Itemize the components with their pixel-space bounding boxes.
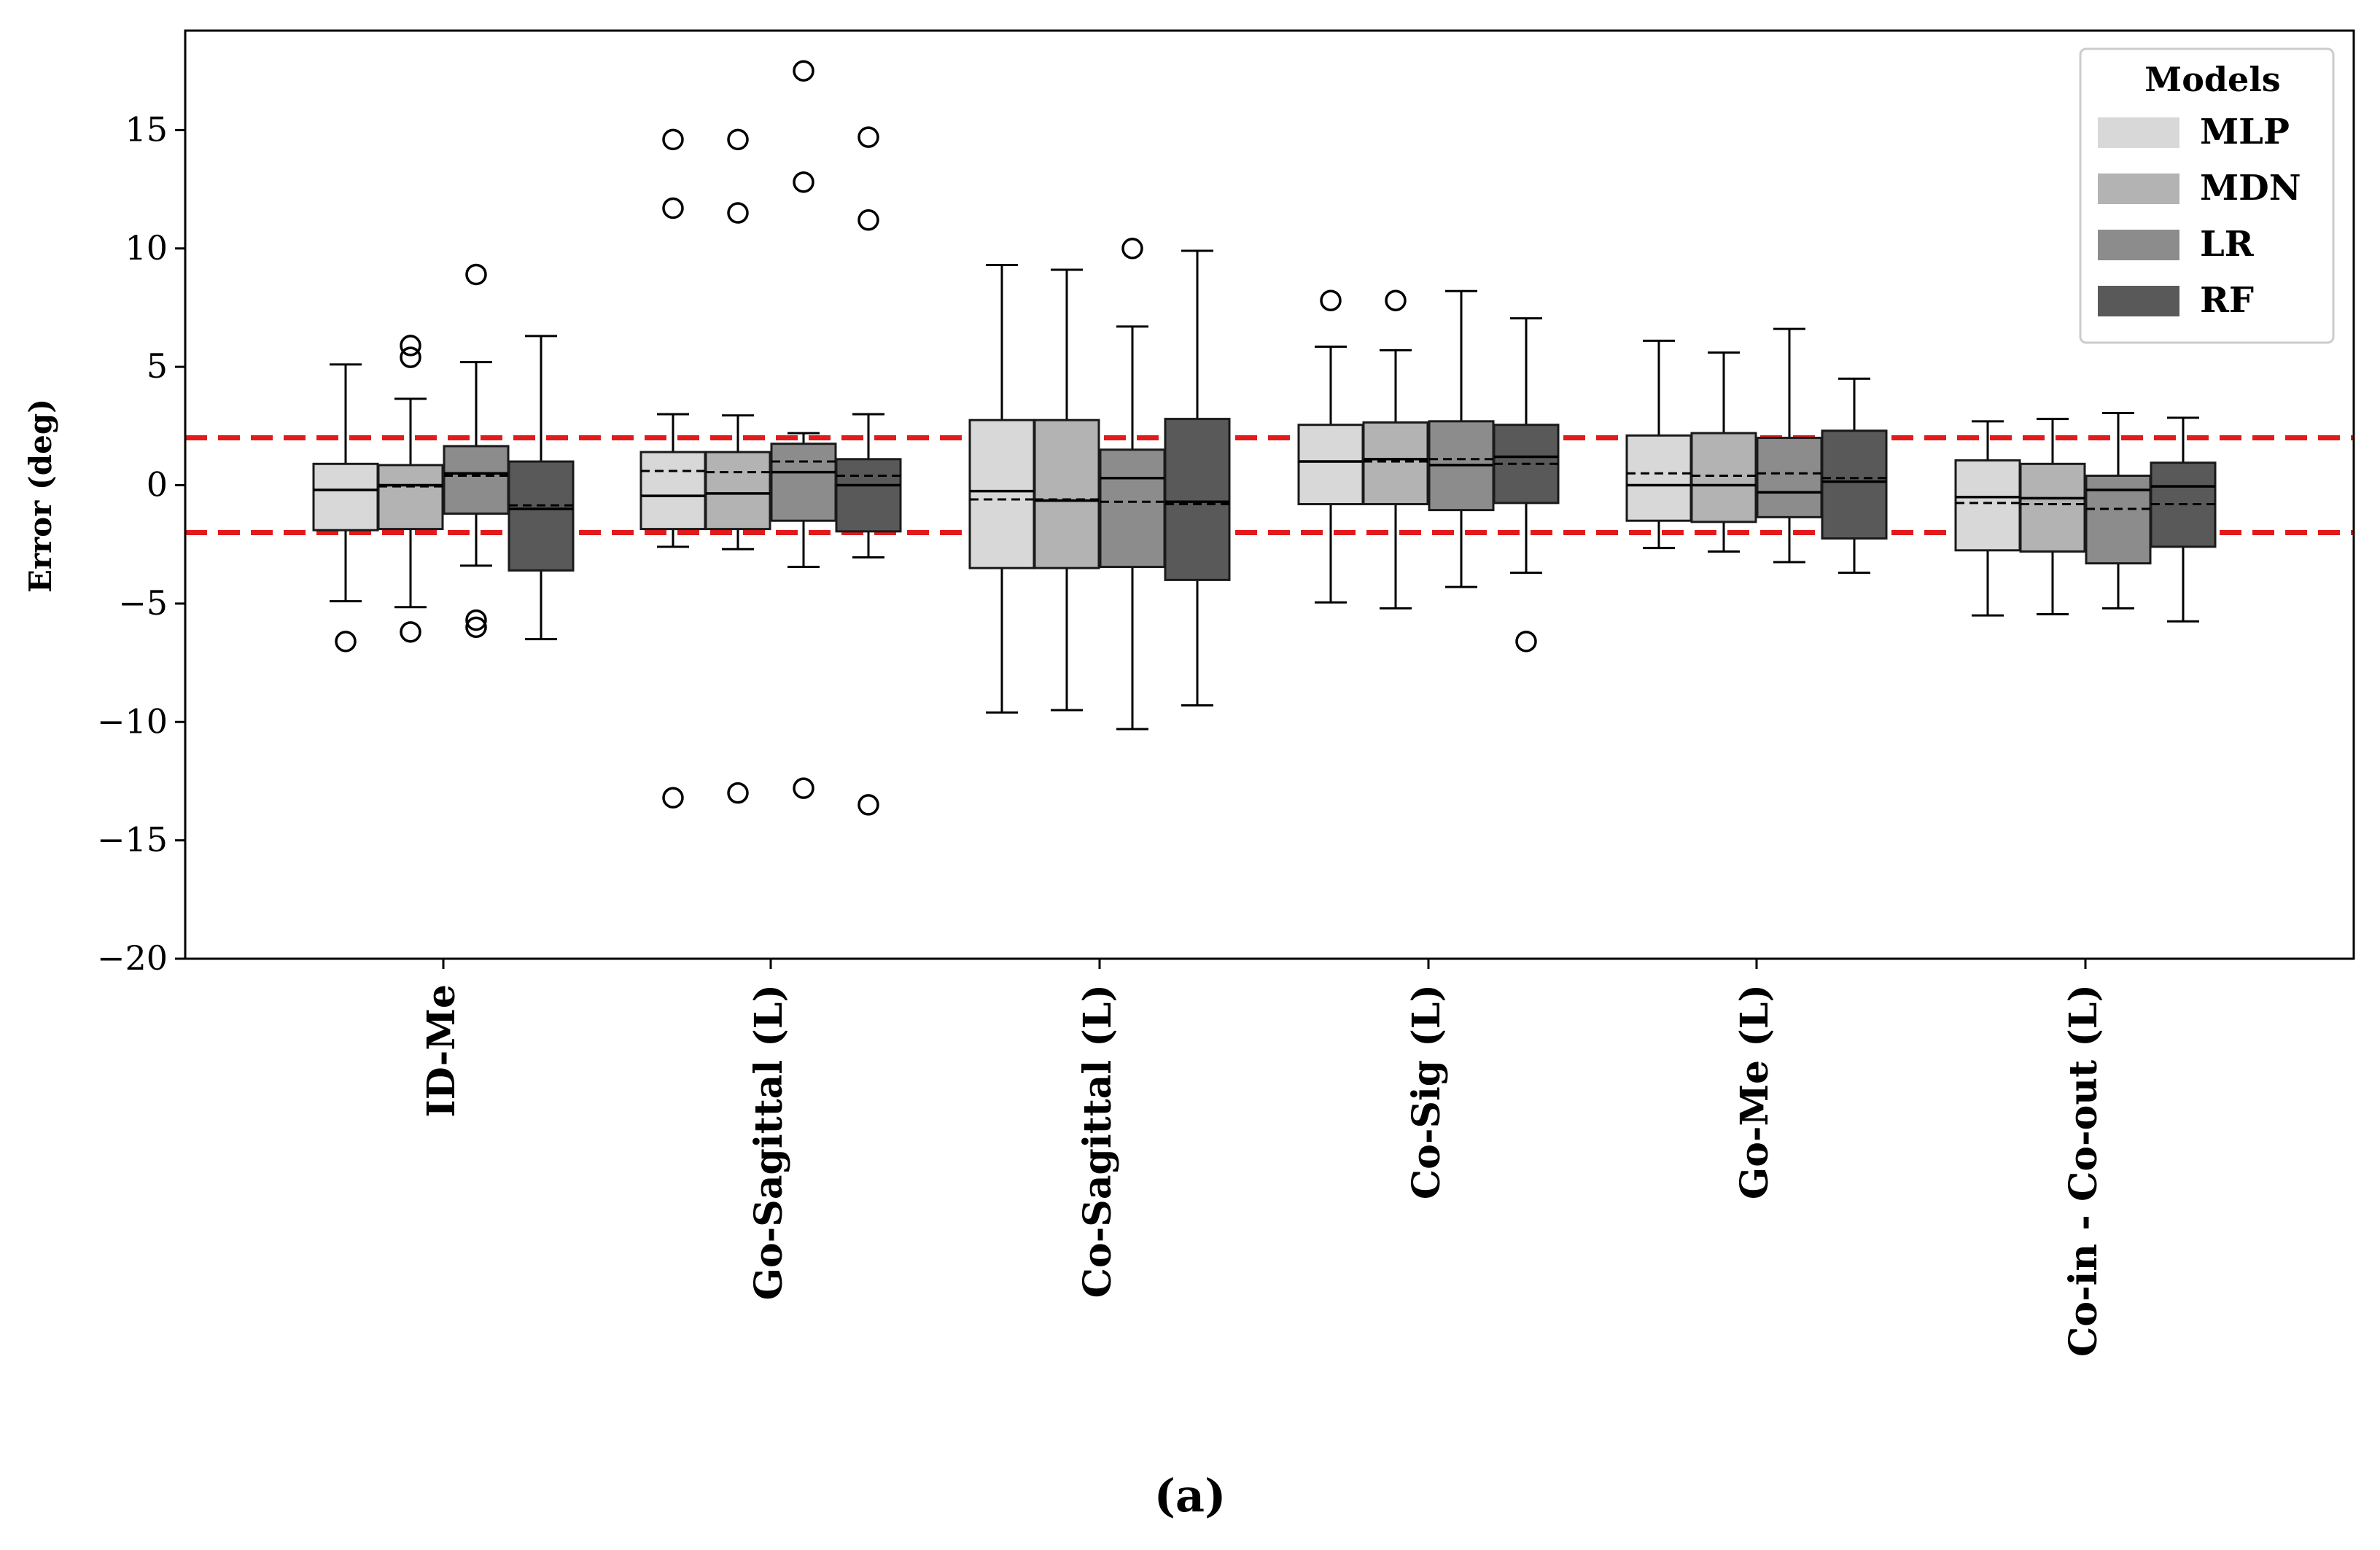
legend-label-mlp: MLP <box>2200 112 2290 152</box>
box-mdn-3 <box>1362 289 1429 610</box>
box-body <box>1625 434 1692 522</box>
y-tick-label: 0 <box>147 465 168 505</box>
y-tick-label: −15 <box>97 820 168 860</box>
box-body <box>377 464 444 531</box>
legend-label-mdn: MDN <box>2200 168 2301 209</box>
box-mdn-2 <box>1033 268 1100 712</box>
legend-swatch-mlp <box>2098 117 2179 148</box>
box-mdn-0 <box>377 335 444 643</box>
outlier-point <box>1121 238 1143 260</box>
x-tick-label: ID-Me <box>419 984 464 1118</box>
box-body <box>312 462 379 531</box>
outlier-point <box>858 209 879 231</box>
box-rf-4 <box>1821 377 1888 575</box>
outlier-point <box>1515 631 1537 653</box>
outlier-point <box>662 197 684 219</box>
x-tick-label: Co-in - Co-out (L) <box>2061 984 2106 1357</box>
y-tick-label: 5 <box>147 346 168 386</box>
box-body <box>704 451 771 531</box>
box-rf-0 <box>508 335 575 641</box>
box-body <box>968 418 1035 569</box>
box-lr-3 <box>1428 289 1495 588</box>
box-body <box>1954 459 2021 552</box>
box-mlp-0 <box>312 363 379 653</box>
box-mdn-1 <box>704 128 771 804</box>
outlier-point <box>1385 289 1407 311</box>
outlier-point <box>1320 289 1342 311</box>
y-tick-label: 10 <box>125 228 168 268</box>
outlier-point <box>400 621 421 643</box>
legend-label-rf: RF <box>2200 280 2254 321</box>
box-mlp-1 <box>639 128 707 809</box>
figure-caption: (a) <box>1154 1469 1226 1522</box>
outlier-point <box>465 263 487 286</box>
outlier-point <box>465 609 487 631</box>
box-mlp-5 <box>1954 420 2021 617</box>
x-tick-label: Co-Sagittal (L) <box>1076 984 1120 1298</box>
box-lr-0 <box>443 263 510 639</box>
legend-label-lr: LR <box>2200 224 2255 265</box>
outlier-point <box>465 616 487 639</box>
outlier-point <box>400 346 421 368</box>
box-body <box>639 451 707 531</box>
box-body <box>1033 418 1100 569</box>
box-mlp-2 <box>968 263 1035 714</box>
outlier-point <box>727 202 749 224</box>
box-lr-4 <box>1756 327 1823 564</box>
box-groups <box>312 60 2217 816</box>
legend-swatch-lr <box>2098 230 2179 260</box>
legend: Models MLP MDN LR RF <box>2079 47 2335 344</box>
box-mlp-3 <box>1297 289 1364 604</box>
box-rf-1 <box>835 126 902 816</box>
box-body <box>1362 421 1429 505</box>
outlier-point <box>858 794 879 816</box>
x-axis: ID-Me Go-Sagittal (L) Co-Sagittal (L) Co-Si… <box>419 959 2106 1357</box>
outlier-point <box>793 171 814 193</box>
plot-frame <box>184 29 2355 960</box>
box-body <box>835 458 902 533</box>
legend-swatch-mdn <box>2098 174 2179 204</box>
outlier-point <box>400 335 421 357</box>
box-body <box>2019 462 2086 553</box>
box-lr-2 <box>1099 238 1166 731</box>
box-body <box>443 445 510 515</box>
box-body <box>1099 448 1166 569</box>
box-rf-5 <box>2150 416 2217 623</box>
outlier-point <box>335 631 357 653</box>
box-rf-2 <box>1164 249 1231 707</box>
y-tick-label: 15 <box>125 109 168 149</box>
y-axis: −20 −15 −10 −5 0 5 10 15 <box>97 109 185 978</box>
x-tick-label: Co-Sig (L) <box>1404 984 1449 1199</box>
box-body <box>508 460 575 572</box>
outlier-point <box>793 60 814 82</box>
box-body <box>1821 429 1888 540</box>
legend-swatch-rf <box>2098 286 2179 316</box>
legend-title: Models <box>2144 60 2280 99</box>
x-tick-label: Go-Me (L) <box>1732 984 1777 1199</box>
y-axis-label: Error (deg) <box>23 399 58 593</box>
box-mdn-4 <box>1690 351 1757 553</box>
outlier-point <box>662 787 684 809</box>
box-lr-1 <box>770 60 837 799</box>
outlier-point <box>727 782 749 804</box>
box-body <box>1164 418 1231 581</box>
box-rf-3 <box>1493 317 1560 653</box>
x-tick-label: Go-Sagittal (L) <box>747 984 791 1300</box>
box-body <box>770 443 837 522</box>
outlier-point <box>662 128 684 151</box>
box-body <box>1297 424 1364 505</box>
y-tick-label: −10 <box>97 701 168 741</box>
outlier-point <box>793 777 814 799</box>
box-mdn-5 <box>2019 418 2086 615</box>
box-body <box>1756 437 1823 518</box>
y-tick-label: −20 <box>97 938 168 978</box>
box-mlp-4 <box>1625 339 1692 550</box>
box-body <box>1690 432 1757 523</box>
box-lr-5 <box>2085 411 2152 610</box>
y-tick-label: −5 <box>118 583 168 623</box>
outlier-point <box>727 128 749 151</box>
outlier-point <box>858 126 879 148</box>
